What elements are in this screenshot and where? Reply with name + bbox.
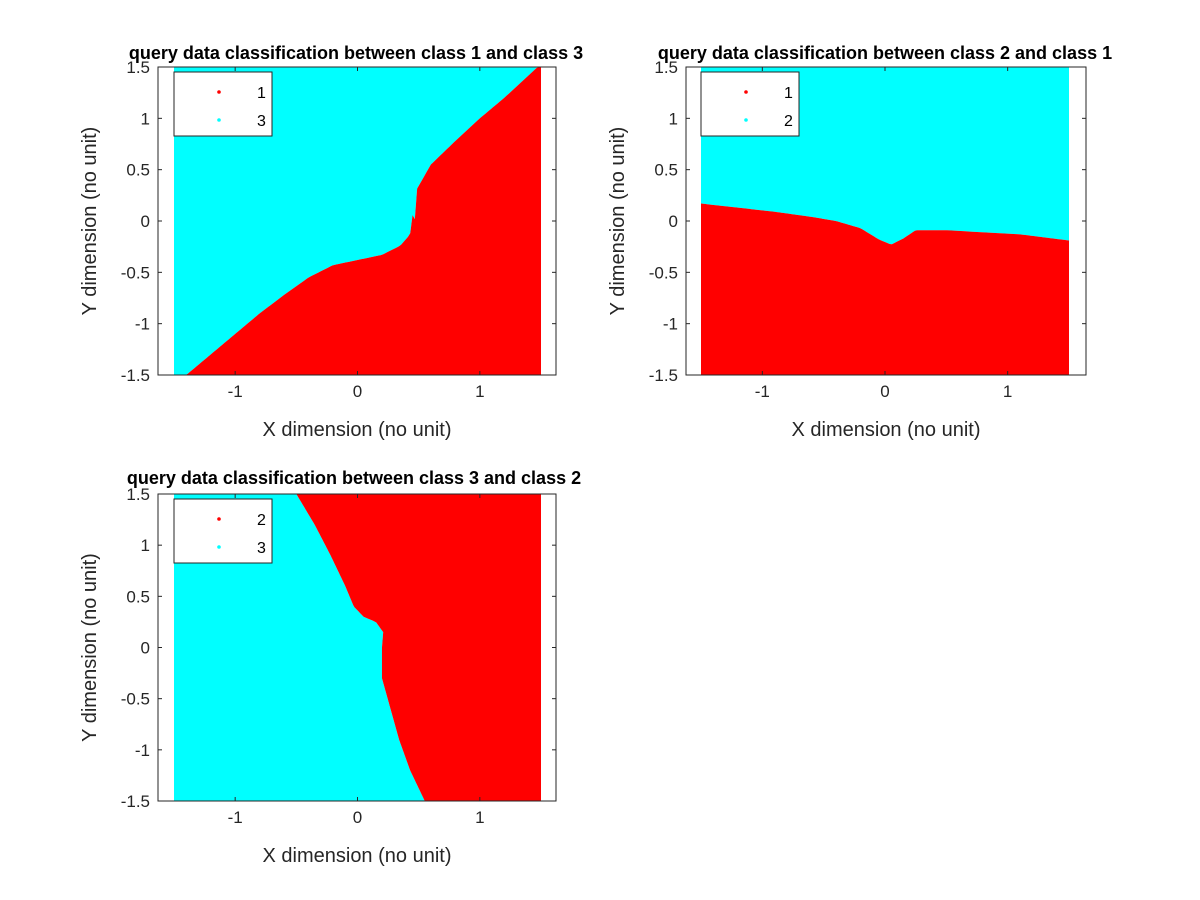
y-tick-label: 1 [669,109,678,128]
y-tick-label: 0 [141,212,150,231]
x-axis-label: X dimension (no unit) [263,845,452,867]
legend-label: 1 [257,85,266,102]
y-tick-label: 1 [141,536,150,555]
chart-title: query data classification between class … [127,468,581,488]
x-tick-label: 0 [880,382,889,401]
y-tick-label: -1.5 [121,792,150,811]
y-tick-label: -0.5 [121,263,150,282]
legend-marker-2 [217,517,221,521]
y-tick-label: -1 [135,315,150,334]
x-axis-label: X dimension (no unit) [263,419,452,441]
legend-marker-2 [744,118,748,122]
x-tick-label: 0 [353,382,362,401]
legend-box [700,71,800,137]
y-tick-label: 0.5 [126,161,150,180]
y-tick-label: -1.5 [649,366,678,385]
x-tick-label: -1 [228,382,243,401]
y-axis-label: Y dimension (no unit) [607,127,629,316]
x-tick-label: 1 [475,382,484,401]
legend: 12 [700,71,800,137]
y-tick-label: 1 [141,109,150,128]
y-tick-label: -0.5 [649,263,678,282]
x-tick-label: 1 [1003,382,1012,401]
y-tick-label: 1.5 [126,485,150,504]
x-tick-label: -1 [755,382,770,401]
y-tick-label: -0.5 [121,690,150,709]
legend-label: 2 [784,113,793,130]
y-axis-label: Y dimension (no unit) [79,553,101,742]
chart-title: query data classification between class … [129,43,583,63]
y-axis-label: Y dimension (no unit) [79,127,101,316]
region-class-2 [296,494,541,801]
legend-marker-1 [744,90,748,94]
subplot-2: -1 0 1 -1.5 -1 -0.5 0 0.5 1 1.5 X dimension (no un… [607,43,1112,441]
legend: 23 [173,498,273,564]
y-tick-label: -1 [135,741,150,760]
legend-marker-3 [217,118,221,122]
y-tick-label: -1.5 [121,366,150,385]
legend-label: 1 [784,85,793,102]
legend-marker-1 [217,90,221,94]
legend-label: 2 [257,512,266,529]
chart-title: query data classification between class … [658,43,1112,63]
region-class-3 [174,494,425,801]
legend-box [173,498,273,564]
x-tick-label: -1 [228,808,243,827]
legend: 13 [173,71,273,137]
region-class-1 [174,67,541,375]
y-tick-label: 1.5 [126,58,150,77]
y-tick-label: 0 [669,212,678,231]
y-tick-label: 0.5 [654,161,678,180]
x-tick-label: 1 [475,808,484,827]
y-tick-label: 1.5 [654,58,678,77]
region-class-1 [701,203,1069,375]
y-tick-label: 0.5 [126,587,150,606]
y-tick-label: -1 [663,315,678,334]
legend-box [173,71,273,137]
subplot-3: -1 0 1 -1.5 -1 -0.5 0 0.5 1 1.5 X dimension (no un… [79,468,581,867]
region-class-3 [174,67,541,375]
y-tick-label: 0 [141,639,150,658]
x-axis-label: X dimension (no unit) [792,419,981,441]
legend-label: 3 [257,540,266,557]
x-tick-label: 0 [353,808,362,827]
subplot-1: -1 0 1 -1.5 -1 -0.5 0 0.5 1 1.5 X dimension (no un… [79,43,583,441]
legend-marker-3 [217,545,221,549]
legend-label: 3 [257,113,266,130]
